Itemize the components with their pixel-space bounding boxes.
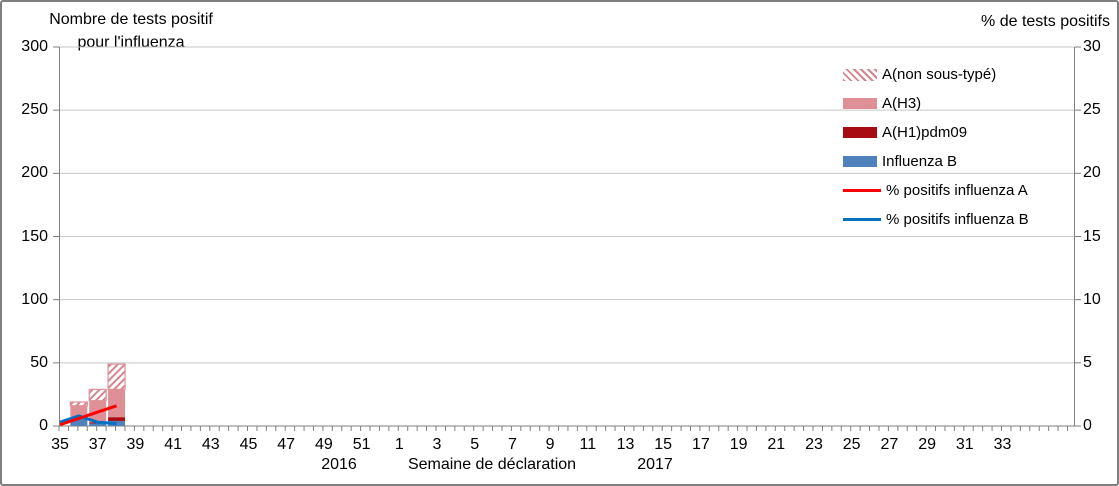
bar-segment bbox=[108, 420, 126, 426]
bar-segment bbox=[89, 423, 107, 426]
legend: A(non sous-typé) A(H3) A(H1)pdm09 Influenza… bbox=[843, 60, 1029, 234]
plot-area bbox=[53, 46, 1081, 431]
legend-item: % positifs influenza A bbox=[843, 176, 1029, 205]
x-axis-label: 15 bbox=[654, 436, 673, 453]
y-axis-label-right: 5 bbox=[1083, 353, 1092, 371]
legend-swatch-line bbox=[843, 189, 881, 192]
chart-canvas bbox=[53, 46, 1081, 431]
y-axis-label-right: 25 bbox=[1083, 101, 1101, 119]
legend-swatch-solid bbox=[843, 98, 877, 109]
x-axis-label: 7 bbox=[507, 436, 517, 453]
x-axis-year-start: 2016 bbox=[321, 456, 357, 473]
legend-label: % positifs influenza B bbox=[886, 211, 1029, 228]
pct-line bbox=[59, 414, 117, 425]
x-axis-label: 25 bbox=[842, 436, 861, 453]
x-axis-label: 49 bbox=[314, 436, 333, 453]
legend-item: Influenza B bbox=[843, 147, 1029, 176]
bar-segment bbox=[107, 363, 126, 390]
x-axis-label: 33 bbox=[993, 436, 1012, 453]
x-axis-label: 45 bbox=[239, 436, 258, 453]
legend-item: % positifs influenza B bbox=[843, 205, 1029, 234]
x-axis-label: 23 bbox=[805, 436, 823, 453]
y-axis-label-left: 150 bbox=[21, 227, 48, 245]
y-axis-label-left: 50 bbox=[30, 353, 48, 371]
x-axis-label: 13 bbox=[616, 436, 635, 453]
y-axis-label-left: 300 bbox=[21, 38, 48, 55]
legend-swatch-hatched bbox=[843, 68, 877, 81]
legend-item: A(non sous-typé) bbox=[843, 60, 1029, 89]
right-axis-title: % de tests positifs bbox=[981, 13, 1110, 30]
legend-swatch-solid bbox=[843, 156, 877, 167]
x-axis-label: 3 bbox=[432, 436, 442, 453]
legend-item: A(H1)pdm09 bbox=[843, 118, 1029, 147]
y-axis-label-right: 10 bbox=[1083, 290, 1101, 308]
x-axis-label: 39 bbox=[126, 436, 145, 453]
legend-label: Influenza B bbox=[882, 153, 958, 170]
bar-segment bbox=[108, 389, 126, 418]
y-axis-label-left: 0 bbox=[39, 417, 48, 434]
x-axis-label: 51 bbox=[352, 436, 371, 453]
y-axis-label-right: 15 bbox=[1083, 227, 1101, 245]
x-axis-label: 5 bbox=[470, 436, 480, 453]
x-axis-label: 29 bbox=[918, 436, 936, 453]
legend-label: % positifs influenza A bbox=[886, 182, 1028, 199]
x-axis-label: 21 bbox=[767, 436, 786, 453]
legend-swatch-solid bbox=[843, 127, 877, 138]
x-axis-label: 1 bbox=[394, 436, 404, 453]
bar-segment bbox=[108, 417, 126, 421]
legend-label: A(H3) bbox=[882, 95, 922, 112]
left-axis-title-line1: Nombre de tests positif bbox=[49, 11, 213, 28]
x-axis-label: 17 bbox=[691, 436, 710, 453]
x-axis-label: 27 bbox=[880, 436, 899, 453]
y-axis-label-right: 20 bbox=[1083, 164, 1101, 182]
y-axis-label-left: 200 bbox=[21, 164, 48, 182]
x-axis-label: 35 bbox=[51, 436, 69, 453]
legend-item: A(H3) bbox=[843, 89, 1029, 118]
bar-segment bbox=[69, 401, 88, 407]
y-axis-label-right: 0 bbox=[1083, 417, 1092, 434]
x-axis-label: 47 bbox=[277, 436, 296, 453]
x-axis-label: 19 bbox=[729, 436, 748, 453]
legend-label: A(H1)pdm09 bbox=[882, 124, 968, 141]
bar-segment bbox=[70, 405, 88, 419]
x-axis-title: Semaine de déclaration bbox=[407, 456, 577, 473]
x-axis-year-end: 2017 bbox=[637, 456, 673, 473]
x-axis-label: 11 bbox=[579, 436, 597, 453]
y-axis-label-left: 100 bbox=[21, 290, 48, 308]
pct-line bbox=[59, 404, 118, 427]
x-axis-label: 9 bbox=[545, 436, 555, 453]
x-axis-label: 41 bbox=[164, 436, 182, 453]
y-axis-label-left: 250 bbox=[21, 101, 48, 119]
y-axis-label-right: 30 bbox=[1083, 38, 1101, 55]
legend-label: A(non sous-typé) bbox=[882, 66, 997, 83]
x-axis-label: 31 bbox=[955, 436, 974, 453]
x-axis-label: 37 bbox=[88, 436, 107, 453]
legend-swatch-line bbox=[843, 218, 881, 221]
x-axis-label: 43 bbox=[201, 436, 220, 453]
bar-segment bbox=[70, 418, 88, 426]
bar-segment bbox=[88, 388, 107, 402]
